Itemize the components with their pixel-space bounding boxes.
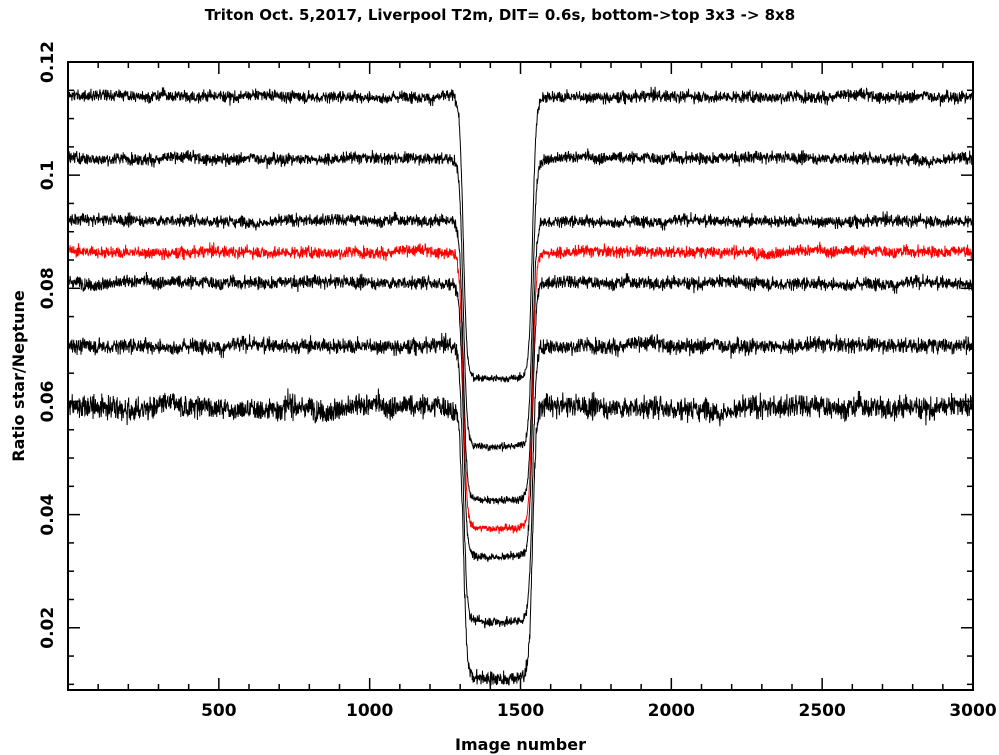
x-tick-label: 2000 [648, 701, 695, 721]
series-line-6x6 [67, 241, 974, 534]
series-line-3x3 [67, 388, 974, 687]
x-axis-title: Image number [455, 735, 586, 754]
series-line-8x8 [67, 86, 974, 383]
y-tick-label: 0.12 [38, 41, 58, 83]
x-tick-label: 500 [201, 701, 237, 721]
x-tick-label: 3000 [949, 701, 996, 721]
y-tick-label: 0.06 [38, 380, 58, 422]
y-tick-label: 0.08 [38, 267, 58, 309]
y-tick-label: 0.1 [38, 160, 58, 190]
series-line-5x5 [67, 271, 974, 562]
series-layer [67, 86, 974, 687]
tick-layer: 500 1000 1500 2000 2500 3000 0.02 0.04 0.06 0.08 0… [38, 41, 997, 721]
series-line-6x6b [67, 211, 974, 506]
series-line-7x7 [67, 148, 974, 452]
y-axis-title: Ratio star/Neptune [9, 290, 28, 462]
series-line-4x4 [67, 332, 974, 629]
chart-title: Triton Oct. 5,2017, Liverpool T2m, DIT= … [205, 6, 795, 24]
x-tick-label: 2500 [799, 701, 846, 721]
y-tick-label: 0.04 [38, 493, 58, 535]
x-tick-label: 1000 [346, 701, 393, 721]
x-tick-label: 1500 [497, 701, 544, 721]
y-tick-label: 0.02 [38, 607, 58, 649]
